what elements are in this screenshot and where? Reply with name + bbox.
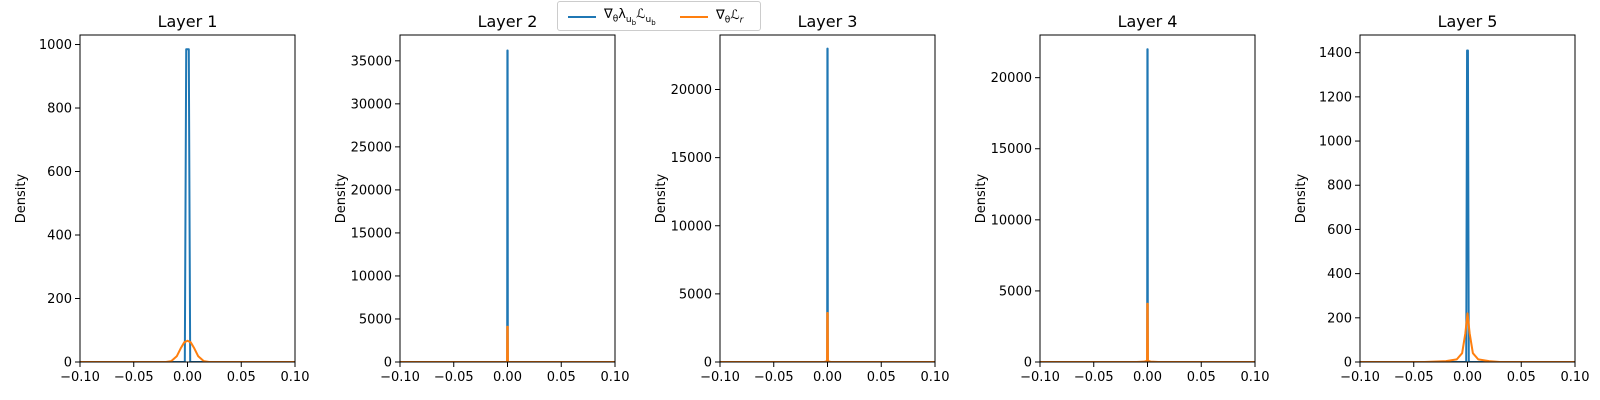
panel-1: Layer 1 Density −0.10 −0.05 0.00 0.05 0.10 0 200… bbox=[14, 12, 309, 385]
panel-title: Layer 3 bbox=[798, 12, 858, 31]
y-tick-label: 400 bbox=[1327, 267, 1352, 282]
series-group bbox=[1360, 49, 1575, 362]
y-tick-label: 200 bbox=[47, 292, 72, 307]
legend: ∇θλubℒub ∇θℒr bbox=[557, 1, 761, 31]
x-tick-label: 0.00 bbox=[1453, 370, 1482, 385]
series-group bbox=[80, 48, 295, 362]
panel-title: Layer 2 bbox=[478, 12, 538, 31]
y-tick-label: 0 bbox=[64, 356, 72, 371]
x-tick-label: 0.10 bbox=[281, 370, 310, 385]
x-tick-label: 0.10 bbox=[921, 370, 950, 385]
y-tick-label: 20000 bbox=[671, 83, 712, 98]
y-tick-label: 800 bbox=[1327, 179, 1352, 194]
y-tick-label: 1200 bbox=[1319, 90, 1352, 105]
x-tick-label: −0.05 bbox=[114, 370, 154, 385]
x-tick-label: 0.05 bbox=[227, 370, 256, 385]
y-tick-label: 600 bbox=[47, 165, 72, 180]
y-axis-label: Density bbox=[654, 173, 669, 223]
panel-4: Layer 4 Density −0.10 −0.05 0.00 0.05 0.10 0 500… bbox=[974, 12, 1269, 385]
panel-title: Layer 4 bbox=[1118, 12, 1178, 31]
x-tick-label: −0.05 bbox=[1074, 370, 1114, 385]
x-tick-label: −0.10 bbox=[700, 370, 740, 385]
y-tick-label: 0 bbox=[704, 356, 712, 371]
y-tick-label: 5000 bbox=[999, 284, 1032, 299]
x-tick-label: −0.10 bbox=[1340, 370, 1380, 385]
series-line-b bbox=[1040, 302, 1255, 362]
legend-item-series-b: ∇θℒr bbox=[680, 8, 743, 26]
x-tick-label: 0.05 bbox=[1187, 370, 1216, 385]
y-tick-label: 1400 bbox=[1319, 46, 1352, 61]
series-line-a bbox=[400, 49, 615, 362]
series-line-a bbox=[80, 48, 295, 362]
legend-label-series-b: ∇θℒr bbox=[716, 8, 744, 26]
series-line-b bbox=[1360, 312, 1575, 362]
y-tick-label: 15000 bbox=[351, 226, 392, 241]
series-group bbox=[400, 49, 615, 362]
series-line-b bbox=[80, 339, 295, 362]
x-tick-label: −0.05 bbox=[1394, 370, 1434, 385]
y-tick-label: 400 bbox=[47, 229, 72, 244]
series-group bbox=[720, 47, 935, 362]
panel-5: Layer 5 Density −0.10 −0.05 0.00 0.05 0.10 0 200… bbox=[1294, 12, 1589, 385]
legend-item-series-a: ∇θλubℒub bbox=[568, 7, 656, 27]
y-axis-label: Density bbox=[14, 173, 29, 223]
x-tick-label: 0.05 bbox=[547, 370, 576, 385]
x-tick-label: −0.05 bbox=[754, 370, 794, 385]
y-tick-label: 20000 bbox=[351, 183, 392, 198]
y-axis-label: Density bbox=[1294, 173, 1309, 223]
y-tick-label: 0 bbox=[1024, 356, 1032, 371]
y-tick-label: 0 bbox=[1344, 356, 1352, 371]
y-tick-label: 5000 bbox=[359, 312, 392, 327]
y-tick-label: 15000 bbox=[991, 142, 1032, 157]
y-tick-label: 200 bbox=[1327, 311, 1352, 326]
panel-2: Layer 2 Density −0.10 −0.05 0.00 0.05 0.10 0 500… bbox=[334, 12, 629, 385]
panel-title: Layer 1 bbox=[158, 12, 218, 31]
y-tick-label: 15000 bbox=[671, 151, 712, 166]
y-tick-label: 1000 bbox=[1319, 135, 1352, 150]
x-tick-label: 0.00 bbox=[813, 370, 842, 385]
x-tick-label: 0.05 bbox=[1507, 370, 1536, 385]
x-tick-label: 0.00 bbox=[493, 370, 522, 385]
x-tick-label: −0.10 bbox=[1020, 370, 1060, 385]
legend-label-series-a: ∇θλubℒub bbox=[604, 7, 656, 27]
x-tick-label: −0.05 bbox=[434, 370, 474, 385]
panel-title: Layer 5 bbox=[1438, 12, 1498, 31]
y-tick-label: 1000 bbox=[39, 38, 72, 53]
y-tick-label: 10000 bbox=[991, 213, 1032, 228]
series-line-a bbox=[1040, 48, 1255, 362]
y-tick-label: 600 bbox=[1327, 223, 1352, 238]
y-tick-label: 0 bbox=[384, 356, 392, 371]
legend-swatch-series-a bbox=[568, 16, 596, 18]
series-line-a bbox=[1360, 49, 1575, 362]
x-tick-label: 0.10 bbox=[601, 370, 630, 385]
series-line-a bbox=[720, 47, 935, 362]
y-tick-label: 25000 bbox=[351, 140, 392, 155]
y-tick-label: 10000 bbox=[351, 269, 392, 284]
x-tick-label: 0.00 bbox=[1133, 370, 1162, 385]
x-tick-label: −0.10 bbox=[60, 370, 100, 385]
y-tick-label: 20000 bbox=[991, 71, 1032, 86]
series-line-b bbox=[720, 311, 935, 362]
series-line-b bbox=[400, 325, 615, 362]
panel-3: Layer 3 Density −0.10 −0.05 0.00 0.05 0.10 0 500… bbox=[654, 12, 949, 385]
series-group bbox=[1040, 48, 1255, 362]
x-tick-label: 0.00 bbox=[173, 370, 202, 385]
axes-frame bbox=[79, 34, 296, 363]
y-tick-label: 35000 bbox=[351, 54, 392, 69]
x-tick-label: 0.05 bbox=[867, 370, 896, 385]
y-tick-label: 800 bbox=[47, 102, 72, 117]
x-tick-label: 0.10 bbox=[1241, 370, 1270, 385]
y-tick-label: 30000 bbox=[351, 97, 392, 112]
legend-swatch-series-b bbox=[680, 16, 708, 18]
y-tick-label: 5000 bbox=[679, 287, 712, 302]
x-tick-label: −0.10 bbox=[380, 370, 420, 385]
y-axis-label: Density bbox=[974, 173, 989, 223]
x-tick-label: 0.10 bbox=[1561, 370, 1590, 385]
y-axis-label: Density bbox=[334, 173, 349, 223]
y-tick-label: 10000 bbox=[671, 219, 712, 234]
